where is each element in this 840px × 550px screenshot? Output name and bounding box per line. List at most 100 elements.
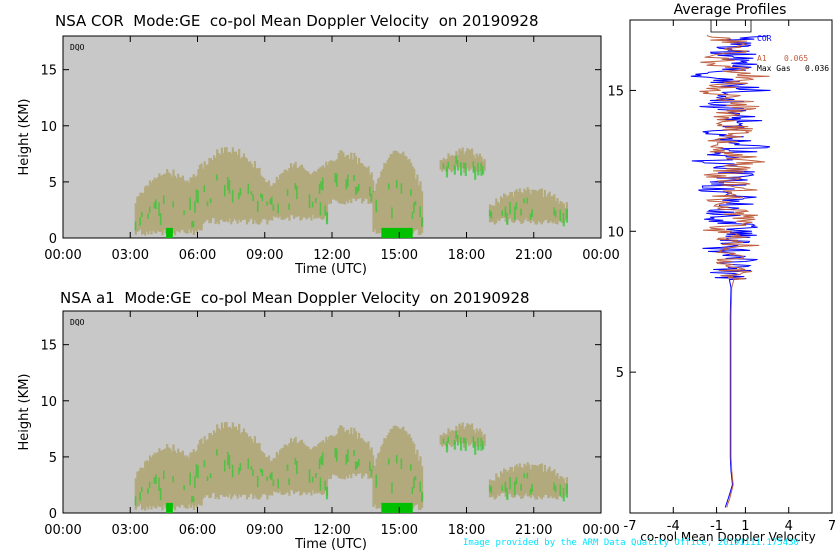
updraft-patch [320,456,323,465]
cloud-column [506,196,509,224]
cloud-column [187,457,191,498]
legend-box [710,19,752,33]
updraft-patch [395,455,399,464]
cloud-column [561,477,564,499]
updraft-patch [562,487,565,502]
xtick-label: 09:00 [246,248,283,263]
cloud-column [478,153,481,172]
updraft-patch [447,436,450,443]
dqo-badge-cor: DQO [70,43,85,52]
cloud-column [520,467,523,499]
updraft-patch [419,206,422,217]
cloud-column [142,468,145,509]
updraft-patch [197,190,200,204]
cloud-column [291,166,294,216]
cloud-column [326,439,329,476]
cloud-column [183,180,186,233]
cloud-column [314,179,317,199]
cloud-column [224,147,227,222]
cloud-column [372,455,375,477]
cloud-column [453,430,456,445]
cloud-column [416,174,419,230]
updraft-patch [490,486,493,494]
cloud-column [191,452,194,496]
cloud-column [238,148,241,220]
updraft-patch [231,464,234,478]
cloud-column [192,174,195,221]
updraft-patch [324,480,327,491]
cloud-column [217,428,220,500]
updraft-patch [472,161,475,173]
cloud-column [348,158,351,200]
updraft-patch [353,175,356,181]
updraft-patch [189,472,192,486]
cloud-column [362,440,365,477]
cloud-column [159,450,162,507]
cloud-column [503,193,506,218]
profile-ytick-label: 10 [607,225,624,240]
updraft-patch [266,201,269,206]
updraft-patch [139,492,142,501]
updraft-patch [559,484,562,497]
cloud-column [317,443,320,478]
updraft-patch [474,166,477,180]
updraft-patch [477,162,480,176]
updraft-patch [296,185,299,200]
cloud-column [399,154,402,230]
cloud-column [263,178,266,219]
cloud-column [384,438,388,511]
cloud-column [198,439,201,500]
updraft-patch [247,183,250,194]
updraft-patch [488,484,492,492]
cloud-column [277,179,280,219]
cloud-column [539,464,542,498]
panel-average-profiles: -7 -4 -1 1 4 7 5 10 15 Average Profiles co-pol M… [607,2,836,544]
updraft-patch [391,207,394,219]
cloud-column [289,163,293,215]
cloud-field-cor [134,147,568,238]
cloud-column [466,148,469,168]
cloud-column [397,152,400,231]
updraft-patch [271,196,274,205]
cloud-column [564,483,567,495]
updraft-patch [172,476,175,483]
cloud-column [450,430,453,447]
cloud-column [547,468,550,499]
cloud-column [245,433,249,500]
cloud-column [345,155,348,202]
cloud-column [372,467,375,507]
cloud-column [340,425,343,479]
cloud-column [159,175,162,232]
profile-xtick-label: -4 [667,519,680,534]
cloud-column [548,466,551,498]
cloud-column [147,461,150,510]
cloud-column [460,150,463,169]
cloud-column [447,428,450,444]
updraft-patch [194,476,197,488]
cloud-column [343,432,347,480]
updraft-patch [347,174,350,188]
cloud-column [209,158,212,223]
cloud-column [392,425,395,505]
ytick-label: 10 [40,120,57,135]
updraft-patch [239,463,242,471]
cloud-column [469,150,472,170]
updraft-patch [509,202,512,215]
cloud-column [537,465,540,497]
cloud-column [225,147,228,221]
profile-xtick-label: 1 [741,519,749,534]
cloud-column [219,429,222,495]
cloud-column [384,163,388,236]
cloud-column [356,163,359,200]
ytick-label: 10 [40,395,57,410]
cloud-column [150,457,153,510]
cloud-column [161,175,164,236]
profile-ytick-label: 15 [607,84,624,99]
cloud-column [543,464,546,496]
updraft-patch [147,488,150,494]
cloud-column [305,446,308,495]
cloud-column [167,172,170,234]
cloud-column [137,470,141,506]
xtick-label: 06:00 [179,523,216,538]
updraft-patch [159,488,162,501]
